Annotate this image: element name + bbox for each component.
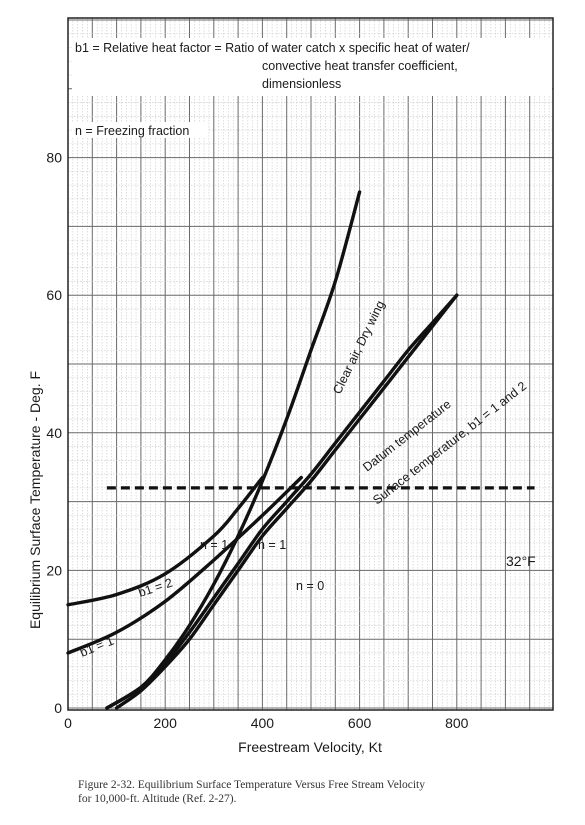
y-axis-label: Equilibrium Surface Temperature - Deg. F [27, 371, 43, 629]
figure-caption: Figure 2-32. Equilibrium Surface Tempera… [78, 778, 578, 806]
curve-surface-temperature [114, 293, 459, 710]
label-b1-1: b1 = 1 [78, 634, 116, 660]
y-tick-label: 20 [46, 562, 62, 578]
y-tick-labels: 0 20 40 60 80 [46, 150, 62, 716]
grid [67, 18, 553, 710]
x-tick-label: 0 [64, 715, 72, 731]
note-line-2: convective heat transfer coefficient, [262, 59, 458, 73]
y-tick-label: 0 [54, 700, 62, 716]
plot-frame [67, 17, 554, 711]
annotation-n1-a: n = 1 [200, 538, 228, 552]
curve-b1-1 [66, 475, 303, 655]
caption-line-2: for 10,000-ft. Altitude (Ref. 2-27). [78, 793, 237, 805]
x-axis-label: Freestream Velocity, Kt [238, 739, 382, 755]
curve-datum-temperature [105, 293, 459, 710]
reference-label: 32°F [506, 553, 536, 569]
note-background-2 [72, 122, 208, 138]
x-tick-labels: 0 200 400 600 800 [64, 715, 469, 731]
curve-b1-2 [66, 475, 265, 607]
note-line-1: b1 = Relative heat factor = Ratio of wat… [75, 41, 470, 55]
x-tick-label: 600 [348, 715, 372, 731]
annotation-n1-b: n = 1 [258, 538, 286, 552]
caption-line-1: Figure 2-32. Equilibrium Surface Tempera… [78, 779, 425, 791]
series-group [66, 190, 459, 710]
note-background [72, 38, 552, 96]
annotation-n0: n = 0 [296, 579, 324, 593]
x-tick-label: 200 [154, 715, 178, 731]
x-tick-label: 400 [251, 715, 275, 731]
y-tick-label: 60 [46, 287, 62, 303]
note-line-4: n = Freezing fraction [75, 124, 189, 138]
x-tick-label: 800 [445, 715, 469, 731]
y-tick-label: 40 [46, 425, 62, 441]
curve-clear-air-dry-wing [105, 190, 362, 710]
y-tick-label: 80 [46, 150, 62, 166]
note-line-3: dimensionless [262, 77, 341, 91]
